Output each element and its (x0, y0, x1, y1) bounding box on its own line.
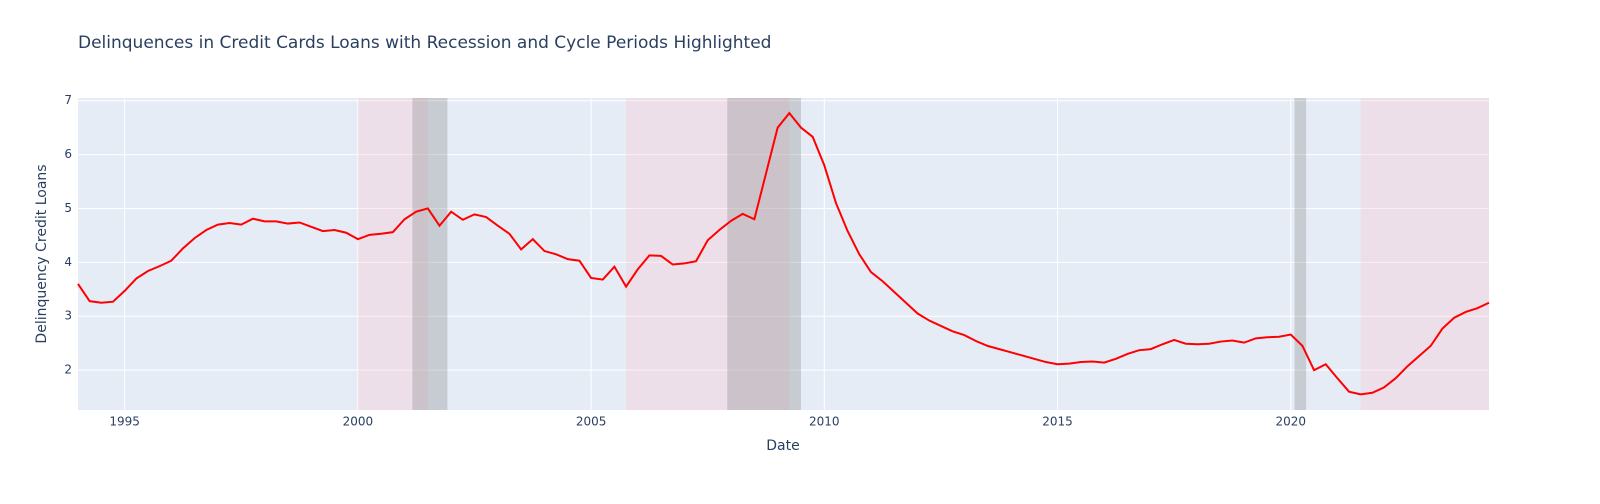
recession-band (1294, 98, 1307, 410)
cycle-band (626, 98, 790, 410)
x-tick-label: 1995 (109, 415, 140, 429)
x-tick-label: 2010 (809, 415, 840, 429)
x-axis-label: Date (766, 438, 799, 454)
y-tick-label: 3 (64, 309, 72, 323)
cycle-band (1360, 98, 1489, 410)
y-axis-label: Delinquency Credit Loans (34, 164, 50, 343)
chart-title: Delinquences in Credit Cards Loans with … (78, 33, 771, 53)
plot-area (78, 98, 1489, 410)
y-tick-label: 6 (64, 147, 72, 161)
x-tick-label: 2000 (343, 415, 374, 429)
x-tick-label: 2005 (576, 415, 607, 429)
x-tick-label: 2015 (1042, 415, 1073, 429)
x-tick-label: 2020 (1275, 415, 1306, 429)
y-tick-label: 2 (64, 363, 72, 377)
cycle-band (357, 98, 428, 410)
recession-band (727, 98, 801, 410)
y-tick-label: 5 (64, 201, 72, 215)
y-tick-label: 4 (64, 255, 72, 269)
recession-band (412, 98, 448, 410)
data-line (77, 111, 1490, 396)
y-tick-label: 7 (64, 93, 72, 107)
